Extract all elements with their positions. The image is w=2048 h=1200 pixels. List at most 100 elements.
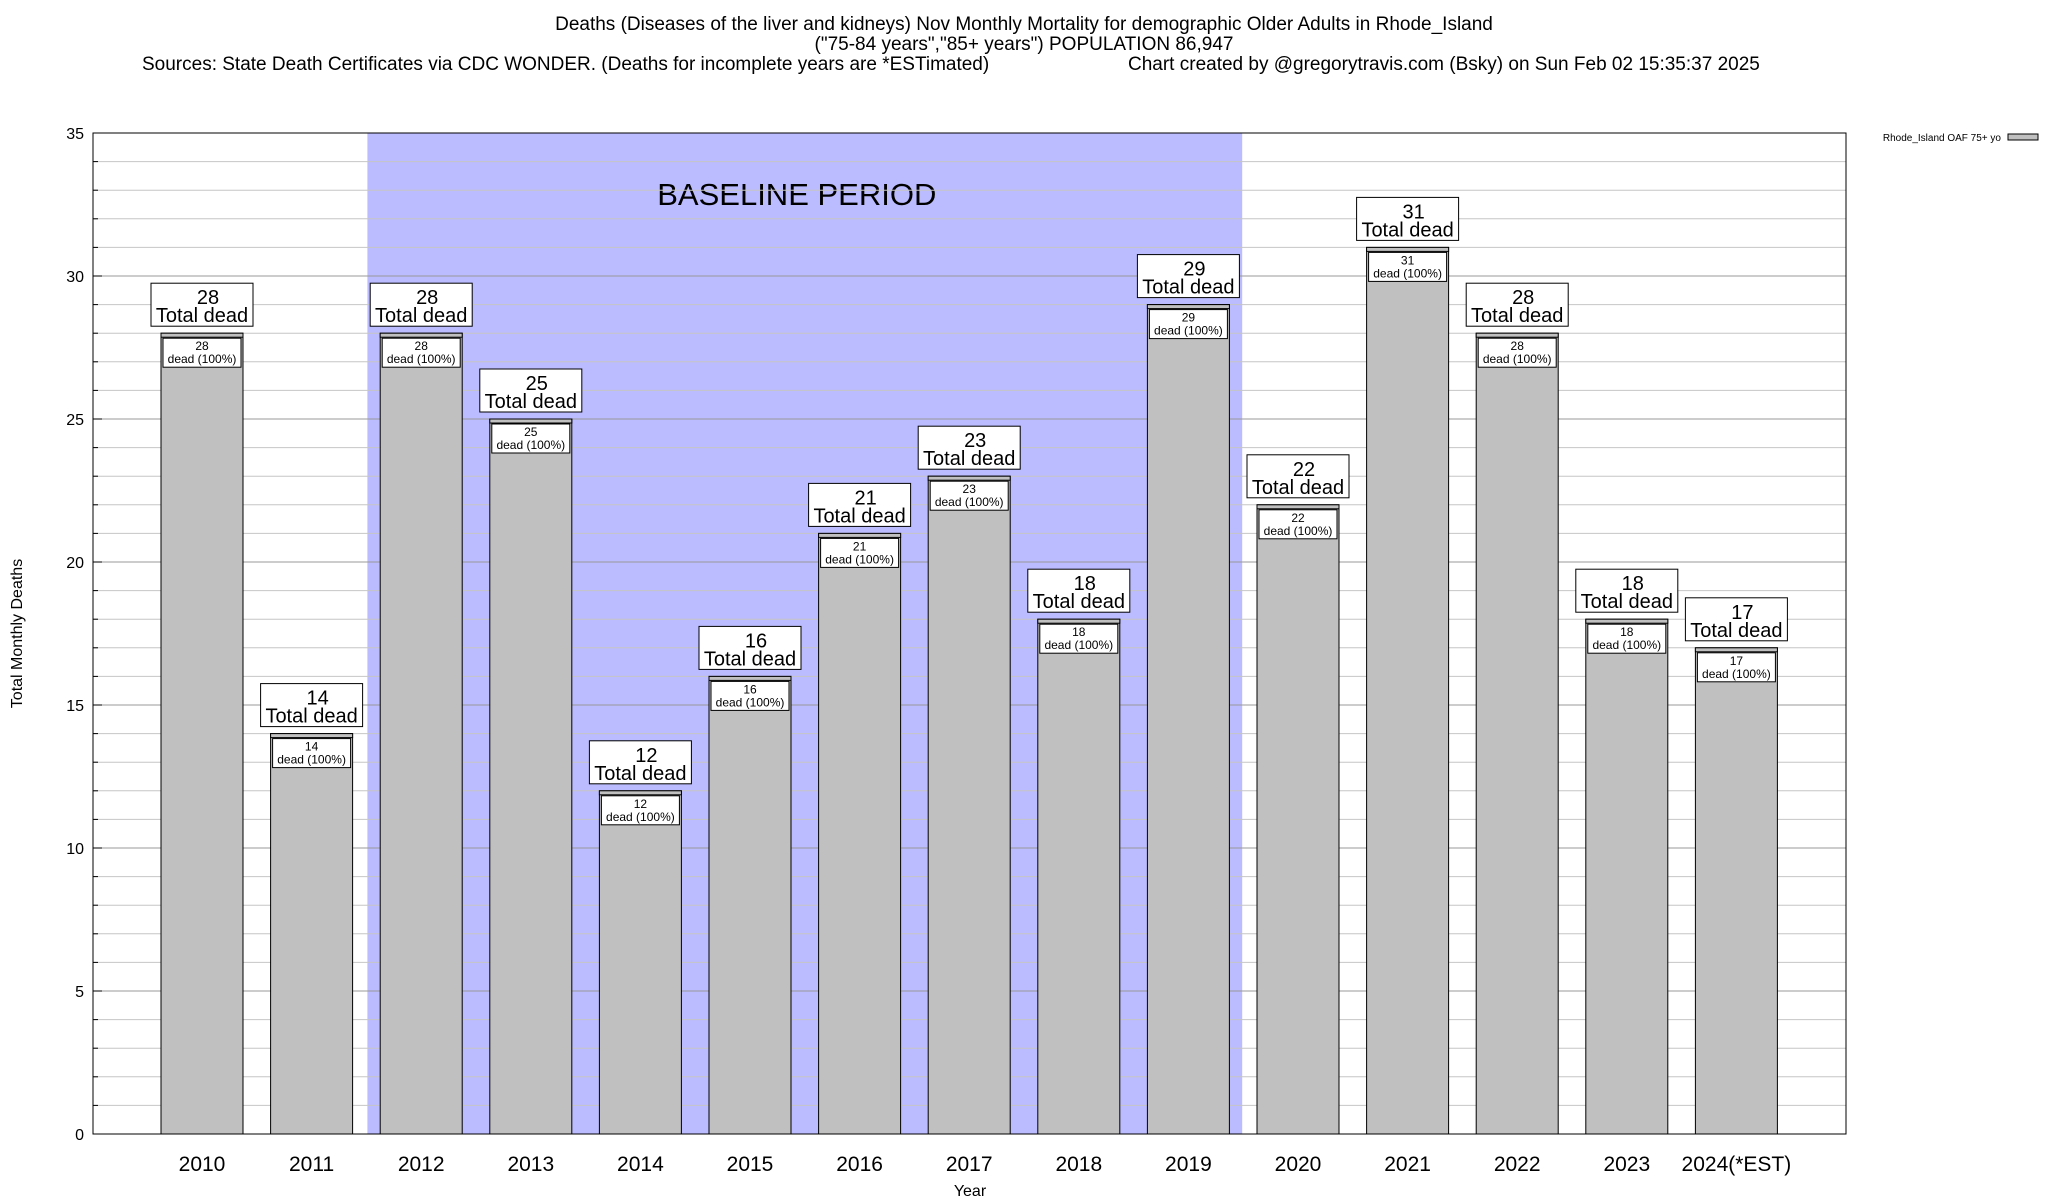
total-value-label: 28 (197, 287, 219, 309)
bar-top-band (1585, 618, 1669, 624)
bar-top-band (708, 675, 792, 681)
total-text-label: Total dead (156, 305, 248, 327)
total-text-label: Total dead (265, 706, 357, 728)
x-tick-label: 2013 (507, 1153, 554, 1176)
total-value-label: 31 (1402, 201, 1424, 223)
total-text-label: Total dead (1142, 277, 1234, 299)
inner-percent-label: dead (100%) (825, 552, 894, 566)
x-tick-label: 2022 (1494, 1153, 1541, 1176)
total-label-box (1465, 282, 1569, 327)
bar-top-band (1037, 618, 1121, 624)
total-value-label: 18 (1622, 573, 1644, 595)
x-tick-label: 2014 (617, 1153, 664, 1176)
bar (1146, 304, 1230, 1135)
y-tick-label: 15 (66, 698, 84, 715)
total-value-label: 21 (854, 487, 876, 509)
total-label-box (1575, 568, 1679, 613)
x-tick-label: 2019 (1165, 1153, 1212, 1176)
bar (1475, 332, 1559, 1135)
bar (1366, 246, 1450, 1135)
bar-top-band (1256, 504, 1340, 510)
bar-top-band (598, 790, 682, 796)
bar (489, 418, 573, 1135)
total-label-box (1356, 196, 1460, 241)
inner-value-label: 29 (1182, 311, 1196, 325)
total-value-label: 29 (1183, 259, 1205, 281)
chart-subtitle: ("75-84 years","85+ years") POPULATION 8… (814, 34, 1234, 55)
total-label-box (150, 282, 254, 327)
total-label-box (917, 425, 1021, 470)
total-value-label: 12 (635, 745, 657, 767)
inner-label-box (1477, 337, 1557, 368)
inner-percent-label: dead (100%) (1483, 352, 1552, 366)
inner-label-box (162, 337, 242, 368)
total-text-label: Total dead (1361, 219, 1453, 241)
total-value-label: 17 (1731, 602, 1753, 624)
inner-value-label: 28 (1511, 339, 1525, 353)
bar (160, 332, 244, 1135)
chart-credit: Chart created by @gregorytravis.com (Bsk… (1128, 54, 1760, 75)
x-tick-label: 2021 (1384, 1153, 1431, 1176)
bar (1037, 618, 1121, 1135)
x-tick-label: 2024(*EST) (1682, 1153, 1792, 1176)
bar-top-band (1475, 332, 1559, 338)
inner-label-box (1039, 623, 1119, 654)
total-value-label: 16 (745, 630, 767, 652)
total-label-box (1027, 568, 1131, 613)
inner-label-box (1258, 509, 1338, 540)
x-tick-label: 2010 (179, 1153, 226, 1176)
total-label-box (369, 282, 473, 327)
total-text-label: Total dead (923, 448, 1015, 470)
inner-percent-label: dead (100%) (606, 810, 675, 824)
y-tick-label: 25 (66, 412, 84, 429)
inner-value-label: 28 (195, 339, 209, 353)
total-text-label: Total dead (1252, 477, 1344, 499)
bar (1694, 647, 1778, 1135)
inner-percent-label: dead (100%) (1044, 638, 1113, 652)
plot-frame (92, 132, 1847, 1135)
bar (818, 532, 902, 1135)
bar-top-band (379, 332, 463, 338)
bar-top-band (160, 332, 244, 338)
inner-value-label: 31 (1401, 253, 1415, 267)
x-tick-label: 2020 (1275, 1153, 1322, 1176)
bar (270, 733, 354, 1135)
inner-value-label: 14 (305, 740, 319, 754)
inner-label-box (272, 738, 352, 769)
inner-label-box (600, 795, 680, 826)
inner-percent-label: dead (100%) (1592, 638, 1661, 652)
bar-top-band (818, 532, 902, 538)
chart-title: Deaths (Diseases of the liver and kidney… (555, 14, 1493, 35)
inner-value-label: 18 (1072, 625, 1086, 639)
inner-percent-label: dead (100%) (277, 753, 346, 767)
inner-percent-label: dead (100%) (716, 695, 785, 709)
x-tick-label: 2017 (946, 1153, 993, 1176)
inner-percent-label: dead (100%) (1373, 266, 1442, 280)
x-axis-label: Year (954, 1183, 987, 1200)
inner-label-box (820, 537, 900, 568)
inner-percent-label: dead (100%) (387, 352, 456, 366)
inner-percent-label: dead (100%) (1702, 667, 1771, 681)
total-value-label: 14 (306, 688, 328, 710)
total-text-label: Total dead (704, 648, 796, 670)
baseline-period-label: BASELINE PERIOD (657, 177, 936, 212)
total-text-label: Total dead (1690, 620, 1782, 642)
y-axis-label: Total Monthly Deaths (9, 559, 26, 708)
y-tick-label: 5 (75, 984, 84, 1001)
total-value-label: 18 (1074, 573, 1096, 595)
inner-value-label: 18 (1620, 625, 1634, 639)
x-tick-label: 2012 (398, 1153, 445, 1176)
x-tick-label: 2011 (289, 1153, 334, 1176)
inner-percent-label: dead (100%) (935, 495, 1004, 509)
y-tick-label: 20 (66, 555, 84, 572)
total-text-label: Total dead (375, 305, 467, 327)
total-value-label: 23 (964, 430, 986, 452)
bar (927, 475, 1011, 1135)
x-tick-label: 2023 (1603, 1153, 1650, 1176)
inner-percent-label: dead (100%) (496, 438, 565, 452)
total-value-label: 28 (416, 287, 438, 309)
chart-sources: Sources: State Death Certificates via CD… (142, 54, 990, 75)
total-text-label: Total dead (1033, 591, 1125, 613)
legend-swatch (2007, 133, 2039, 141)
inner-value-label: 28 (415, 339, 429, 353)
